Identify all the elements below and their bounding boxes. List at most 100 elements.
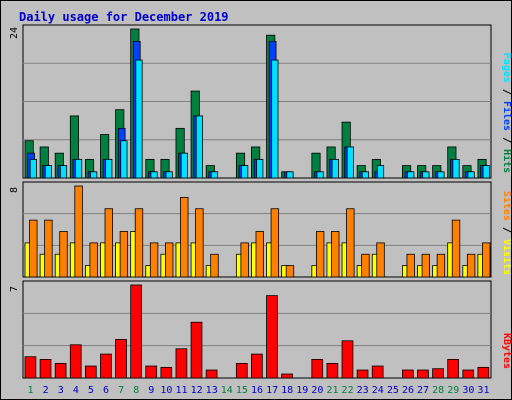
chart-title: Daily usage for December 2019 <box>19 10 229 24</box>
bar-sites-day-16 <box>255 231 264 278</box>
bar-pages-day-23 <box>361 171 370 179</box>
day-label-28: 28 <box>432 385 444 396</box>
bar-kbytes-day-8 <box>130 284 142 379</box>
bar-pages-day-5 <box>90 171 98 179</box>
ymax-label-bottom: 7 <box>9 286 20 292</box>
bar-kbytes-day-2 <box>39 358 52 379</box>
day-label-30: 30 <box>462 385 474 396</box>
bar-pages-day-8 <box>135 59 143 179</box>
bar-kbytes-day-1 <box>24 356 37 379</box>
bar-sites-day-2 <box>44 219 53 278</box>
bar-sites-day-8 <box>134 208 144 278</box>
day-label-16: 16 <box>251 385 263 396</box>
bar-kbytes-day-4 <box>69 344 82 379</box>
bar-pages-day-18 <box>286 171 294 179</box>
day-label-19: 19 <box>296 385 308 396</box>
bar-pages-day-10 <box>165 171 173 179</box>
bar-kbytes-day-11 <box>175 348 188 379</box>
bar-pages-day-24 <box>376 165 385 179</box>
bar-sites-day-15 <box>240 242 249 278</box>
bar-pages-day-17 <box>271 59 279 179</box>
day-label-1: 1 <box>28 385 34 396</box>
bar-sites-day-23 <box>361 253 370 278</box>
legend-bottom: KBytes <box>501 333 511 369</box>
bar-kbytes-day-9 <box>145 365 158 379</box>
day-label-31: 31 <box>477 385 489 396</box>
legend-middle: Sites / Visits <box>501 191 511 275</box>
legend-sites: Sites <box>501 191 511 221</box>
legend-pages: Pages <box>501 53 511 83</box>
bar-pages-day-31 <box>482 165 490 179</box>
bar-kbytes-day-30 <box>462 369 475 379</box>
bar-kbytes-day-10 <box>160 366 173 379</box>
bar-sites-day-30 <box>466 253 476 278</box>
day-label-14: 14 <box>221 385 233 396</box>
bar-kbytes-day-28 <box>432 368 444 379</box>
day-label-8: 8 <box>133 385 139 396</box>
svg-text:Sites / Visits: Sites / Visits <box>501 191 511 275</box>
bar-sites-day-7 <box>119 231 129 278</box>
bar-pages-day-9 <box>150 171 158 179</box>
bar-sites-day-17 <box>270 208 280 278</box>
bar-sites-day-1 <box>29 219 38 278</box>
day-label-6: 6 <box>103 385 109 396</box>
svg-text:Pages / Files / Hits: Pages / Files / Hits <box>501 53 511 173</box>
bar-pages-day-15 <box>241 165 249 179</box>
day-label-12: 12 <box>191 385 203 396</box>
bar-sites-day-21 <box>331 231 340 278</box>
bar-pages-day-21 <box>331 158 339 179</box>
day-label-13: 13 <box>206 385 218 396</box>
bar-kbytes-day-5 <box>84 365 97 379</box>
day-label-21: 21 <box>326 385 338 396</box>
legend-hits: Hits <box>501 149 511 173</box>
bar-pages-day-13 <box>210 171 219 179</box>
day-label-11: 11 <box>175 385 187 396</box>
bar-sites-day-20 <box>315 231 325 278</box>
day-label-10: 10 <box>160 385 172 396</box>
bar-sites-day-10 <box>164 242 174 278</box>
bar-sites-day-27 <box>421 253 430 278</box>
bar-kbytes-day-17 <box>266 295 278 379</box>
bar-pages-day-12 <box>195 115 203 179</box>
bar-sites-day-29 <box>451 219 461 278</box>
day-label-22: 22 <box>342 385 354 396</box>
bar-kbytes-day-26 <box>402 369 414 379</box>
bar-kbytes-day-24 <box>371 365 384 379</box>
bar-kbytes-day-23 <box>356 369 369 379</box>
bar-pages-day-20 <box>316 171 324 179</box>
day-label-25: 25 <box>387 385 399 396</box>
bar-pages-day-1 <box>29 158 37 179</box>
bar-sites-day-26 <box>406 253 415 278</box>
bar-kbytes-day-7 <box>115 339 127 379</box>
bar-kbytes-day-12 <box>190 321 203 379</box>
bar-kbytes-day-27 <box>417 369 429 379</box>
bar-sites-day-3 <box>59 231 68 278</box>
bar-kbytes-day-3 <box>54 362 67 379</box>
ymax-label-middle: 8 <box>9 187 20 193</box>
bar-sites-day-22 <box>346 208 355 278</box>
bar-kbytes-day-29 <box>447 358 459 379</box>
day-label-23: 23 <box>357 385 369 396</box>
bar-sites-day-13 <box>210 253 219 278</box>
bar-kbytes-day-21 <box>326 362 339 379</box>
legend-files: Files <box>501 101 511 131</box>
bar-kbytes-day-31 <box>477 366 490 379</box>
day-label-26: 26 <box>402 385 414 396</box>
bar-pages-day-29 <box>452 158 460 179</box>
ymax-label-top: 24 <box>9 27 20 39</box>
bar-kbytes-day-16 <box>251 353 263 379</box>
legend-top: Pages / Files / Hits <box>501 53 511 173</box>
day-label-24: 24 <box>372 385 384 396</box>
day-label-3: 3 <box>58 385 64 396</box>
day-label-27: 27 <box>417 385 429 396</box>
bar-pages-day-22 <box>346 146 354 179</box>
day-label-4: 4 <box>73 385 79 396</box>
bar-sites-day-28 <box>436 253 446 278</box>
bar-sites-day-31 <box>482 242 491 278</box>
day-label-5: 5 <box>88 385 94 396</box>
day-label-18: 18 <box>281 385 293 396</box>
bar-pages-day-4 <box>75 158 83 179</box>
day-label-15: 15 <box>236 385 248 396</box>
day-label-20: 20 <box>311 385 323 396</box>
